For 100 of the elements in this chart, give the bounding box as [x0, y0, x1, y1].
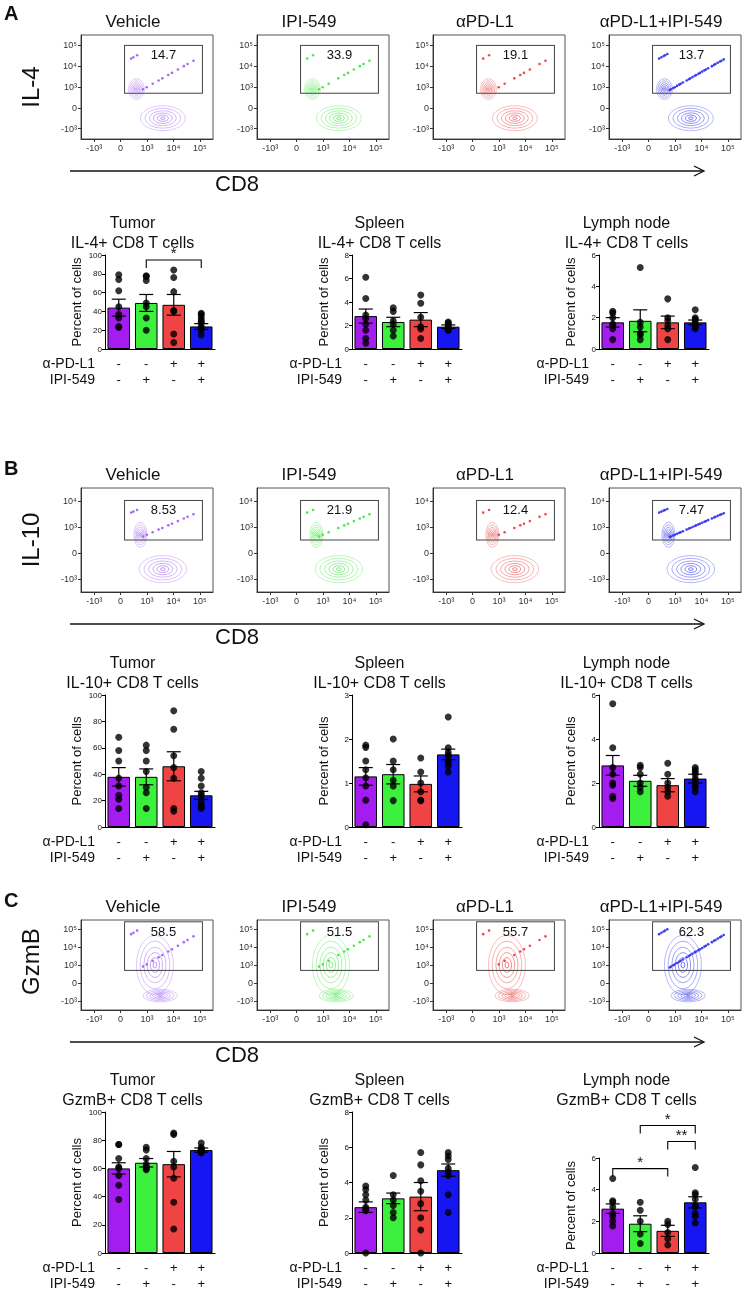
category-label: -10³ — [588, 123, 605, 134]
x-tick-label: - - — [610, 355, 615, 387]
category-label: -10³ — [60, 123, 77, 134]
x-tick-label: + + — [691, 833, 700, 865]
category-label: 10³ — [591, 960, 605, 970]
category-label: 10⁴ — [342, 142, 357, 153]
category-label: -10³ — [262, 1013, 279, 1024]
category-label: 0 — [599, 978, 605, 988]
text: α-PD-L1 — [288, 355, 342, 371]
category-label: 10⁴ — [694, 595, 709, 606]
y-tick-label: 2 — [591, 778, 597, 788]
category-label: 10⁴ — [415, 942, 429, 952]
y-tick-label: 60 — [93, 288, 103, 298]
category-label: 10³ — [492, 595, 506, 606]
text: IPI-549 — [48, 849, 95, 865]
text: IPI-549 — [48, 1275, 95, 1291]
category-label: 10⁴ — [166, 142, 181, 153]
category-label: 10³ — [239, 82, 253, 92]
category-label: 0 — [423, 978, 429, 988]
category-label: 10³ — [63, 960, 77, 970]
category-label: 10⁴ — [166, 1013, 181, 1024]
text: αPD-L1+IPI-549 — [599, 897, 723, 916]
category-label: 0 — [247, 548, 253, 558]
x-tick-label: - + — [389, 355, 398, 387]
y-axis-title: Percent of cells — [563, 716, 578, 806]
x-tick-label: + - — [416, 1259, 425, 1291]
x-tick-label: + - — [416, 833, 425, 865]
category-label: -10³ — [236, 996, 253, 1006]
category-label: 10³ — [591, 522, 605, 532]
text: 8.53 — [149, 502, 178, 518]
x-tick-label: + - — [663, 355, 672, 387]
text: CD8 — [215, 1042, 260, 1067]
category-label: 0 — [423, 102, 429, 113]
text: 33.9 — [325, 47, 354, 63]
category-label: 10⁴ — [239, 496, 253, 506]
y-tick-label: 40 — [93, 769, 103, 779]
x-tick-label: - - — [116, 833, 121, 865]
text: IPI-549 — [542, 849, 589, 865]
x-tick-label: - + — [636, 1259, 645, 1291]
text: 14.7 — [149, 47, 178, 63]
y-tick-label: 20 — [93, 325, 103, 335]
category-label: 0 — [646, 595, 652, 606]
category-label: 0 — [646, 142, 652, 153]
category-label: 10⁵ — [368, 595, 383, 606]
y-axis-title: Percent of cells — [563, 257, 578, 347]
text: C — [4, 889, 19, 911]
x-tick-label: - + — [636, 833, 645, 865]
text: Vehicle — [105, 897, 161, 916]
x-tick-label: + + — [444, 1259, 453, 1291]
category-label: -10³ — [438, 595, 455, 606]
y-tick-label: 20 — [93, 1220, 103, 1230]
text: α-PD-L1 — [288, 833, 342, 849]
category-label: 10⁵ — [720, 142, 735, 153]
text: αPD-L1 — [455, 12, 515, 31]
category-label: -10³ — [262, 595, 279, 606]
category-label: 10⁴ — [239, 61, 253, 72]
category-label: 10⁵ — [63, 924, 77, 934]
x-tick-label: - - — [116, 1259, 121, 1291]
category-label: 10⁴ — [239, 942, 253, 952]
category-label: 10³ — [492, 1013, 506, 1024]
text: αPD-L1 — [455, 897, 515, 916]
y-tick-label: 0 — [344, 822, 350, 832]
category-label: -10³ — [412, 574, 429, 584]
category-label: 10⁵ — [415, 40, 429, 51]
category-label: 10⁵ — [591, 40, 605, 51]
text: Vehicle — [105, 12, 161, 31]
category-label: 0 — [247, 102, 253, 113]
x-tick-label: + - — [663, 1259, 672, 1291]
category-label: 10⁵ — [368, 1013, 383, 1024]
category-label: -10³ — [262, 142, 279, 153]
y-tick-label: 2 — [344, 1213, 350, 1223]
x-tick-label: - - — [116, 355, 121, 387]
y-tick-label: 6 — [344, 1142, 350, 1152]
y-tick-label: 2 — [344, 321, 350, 330]
category-label: 10⁵ — [415, 924, 429, 934]
chart-title: Tumor GzmB+ CD8 T cells — [62, 1070, 203, 1108]
y-tick-label: 6 — [591, 690, 597, 700]
text: α-PD-L1 — [41, 833, 95, 849]
category-label: 10⁴ — [415, 496, 429, 506]
text: 62.3 — [677, 923, 706, 939]
y-tick-label: 0 — [344, 344, 350, 354]
category-label: 0 — [470, 595, 476, 606]
category-label: -10³ — [438, 142, 455, 153]
x-tick-label: + - — [416, 355, 425, 387]
y-tick-label: 4 — [591, 1185, 597, 1195]
category-label: 0 — [294, 1013, 300, 1024]
text: B — [4, 457, 19, 479]
y-tick-label: 0 — [591, 822, 597, 832]
y-tick-label: 4 — [344, 297, 350, 307]
y-axis-title: Percent of cells — [69, 716, 84, 806]
text: IPI-549 — [295, 849, 342, 865]
text: IPI-549 — [542, 1275, 589, 1291]
category-label: 10⁴ — [342, 1013, 357, 1024]
text: αPD-L1 — [455, 465, 515, 484]
y-tick-label: 60 — [93, 1163, 103, 1173]
category-label: 10⁵ — [192, 142, 207, 153]
category-label: 10³ — [668, 142, 682, 153]
x-tick-label: - - — [610, 833, 615, 865]
x-tick-label: - - — [610, 1259, 615, 1291]
category-label: 0 — [646, 1013, 652, 1024]
